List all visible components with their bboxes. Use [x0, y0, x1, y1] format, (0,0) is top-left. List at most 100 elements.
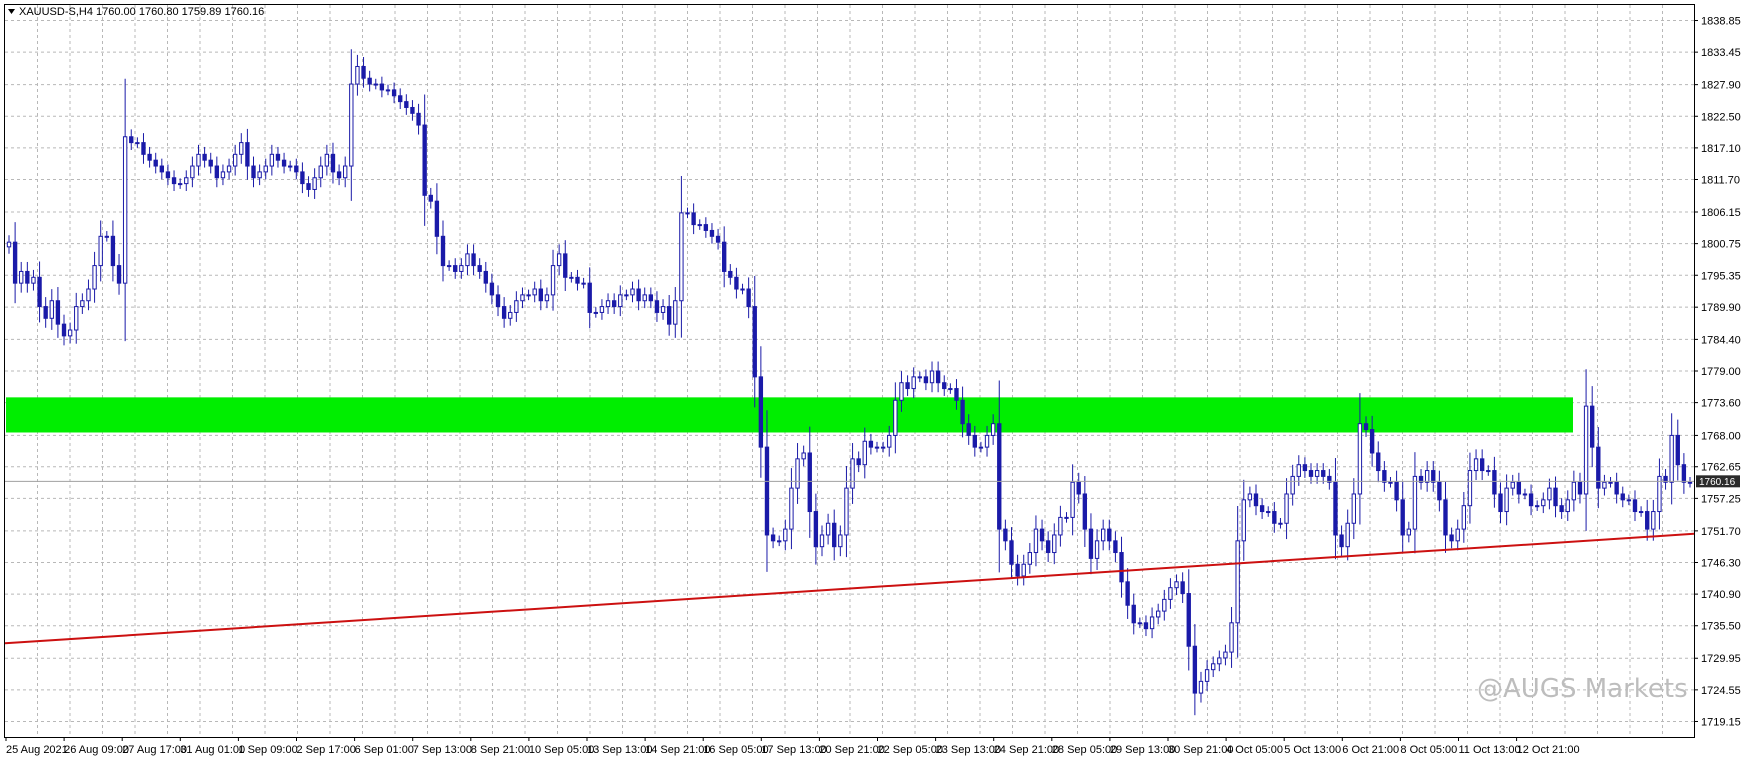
candle-body	[483, 270, 488, 284]
candle-body	[177, 183, 183, 186]
candle-body	[202, 153, 207, 161]
candle-body	[703, 224, 709, 231]
candle-body	[795, 458, 800, 489]
x-tick-label: 26 Aug 09:00	[64, 744, 129, 756]
candle-body	[281, 159, 287, 167]
candle-body	[129, 136, 134, 144]
candle-body	[807, 452, 812, 513]
candle-body	[697, 224, 702, 227]
candle-body	[899, 382, 904, 401]
candle-body	[410, 106, 415, 114]
candle-body	[61, 323, 67, 337]
candle-body	[569, 276, 574, 279]
candle-body	[1253, 493, 1259, 507]
candle-body	[404, 101, 409, 108]
x-tick-label: 31 Aug 01:00	[180, 744, 245, 756]
candle-body	[532, 288, 537, 296]
candle-body	[611, 300, 617, 308]
candle-body	[1596, 446, 1601, 489]
price-axis: 1838.85 1833.45 1827.90 1822.50 1817.10 1811.…	[1694, 16, 1741, 728]
candle-body	[1272, 511, 1277, 524]
candle-body	[838, 534, 843, 548]
candle-body	[1382, 470, 1387, 483]
triangle-down-icon[interactable]	[8, 9, 15, 14]
candle-body	[1357, 423, 1363, 495]
candle-body	[343, 165, 348, 179]
candle-body	[508, 311, 513, 319]
candle-body	[1143, 622, 1149, 630]
x-tick-label: 6 Oct 21:00	[1342, 744, 1399, 756]
candle-body	[257, 171, 262, 179]
candle-body	[1009, 540, 1014, 565]
candle-body	[942, 382, 947, 390]
candle-body	[1559, 505, 1564, 513]
candle-body	[1571, 481, 1577, 501]
candle-body	[147, 153, 152, 161]
candle-body	[275, 153, 281, 161]
grid	[5, 5, 1694, 737]
y-tick-label: 1757.25	[1701, 493, 1741, 505]
candle-body	[728, 270, 733, 278]
candle-body	[501, 306, 507, 319]
y-tick-label: 1817.10	[1701, 143, 1741, 155]
candle-body	[300, 171, 305, 185]
candle-body	[330, 153, 336, 173]
candle-body	[1100, 528, 1106, 542]
x-tick-label: 12 Oct 21:00	[1517, 744, 1580, 756]
candle-body	[1363, 423, 1369, 431]
candle-body	[636, 288, 641, 302]
candle-body	[752, 306, 757, 378]
x-tick-label: 10 Sep 05:00	[529, 744, 594, 756]
candle-body	[1204, 669, 1210, 682]
x-tick-label: 24 Sep 21:00	[994, 744, 1059, 756]
candle-body	[459, 265, 464, 272]
candle-body	[398, 95, 403, 103]
y-tick-label: 1724.55	[1701, 685, 1741, 697]
candle-body	[734, 276, 739, 290]
candle-body	[1076, 481, 1081, 495]
candles	[6, 49, 1693, 716]
candle-body	[544, 294, 550, 302]
candle-body	[1094, 540, 1100, 559]
x-tick-label: 8 Sep 21:00	[471, 744, 530, 756]
candle-body	[1388, 481, 1393, 484]
candle-body	[1510, 481, 1515, 489]
candle-body	[563, 253, 568, 278]
candle-body	[856, 458, 861, 466]
y-tick-label: 1833.45	[1701, 47, 1741, 59]
candle-body	[1131, 604, 1136, 624]
candle-body	[813, 511, 819, 548]
candle-body	[1675, 434, 1680, 466]
candle-body	[1553, 487, 1558, 507]
y-tick-label: 1795.35	[1701, 270, 1741, 282]
candle-body	[312, 177, 317, 190]
candle-body	[990, 423, 996, 436]
candle-body	[666, 306, 672, 325]
candle-body	[1107, 528, 1112, 542]
candle-body	[1492, 470, 1497, 495]
candle-body	[1498, 493, 1503, 513]
candle-body	[495, 294, 501, 308]
candle-body	[67, 329, 73, 337]
candle-body	[318, 165, 323, 179]
candle-body	[116, 265, 122, 284]
y-tick-label: 1719.15	[1701, 716, 1741, 728]
candle-body	[1314, 470, 1320, 477]
candle-body	[819, 534, 825, 548]
x-tick-label: 7 Sep 13:00	[413, 744, 472, 756]
candle-body	[550, 265, 556, 296]
candle-body	[1602, 481, 1607, 489]
candle-body	[1645, 511, 1650, 530]
candle-body	[1223, 651, 1228, 659]
candle-body	[349, 83, 354, 167]
candle-body	[1437, 481, 1442, 501]
candle-body	[1125, 581, 1130, 606]
candle-body	[618, 294, 623, 308]
candle-body	[1345, 522, 1350, 548]
candle-body	[514, 300, 519, 313]
candle-body	[49, 300, 54, 319]
x-tick-label: 1 Sep 09:00	[238, 744, 297, 756]
candle-body	[984, 434, 990, 448]
candle-body	[465, 253, 470, 267]
